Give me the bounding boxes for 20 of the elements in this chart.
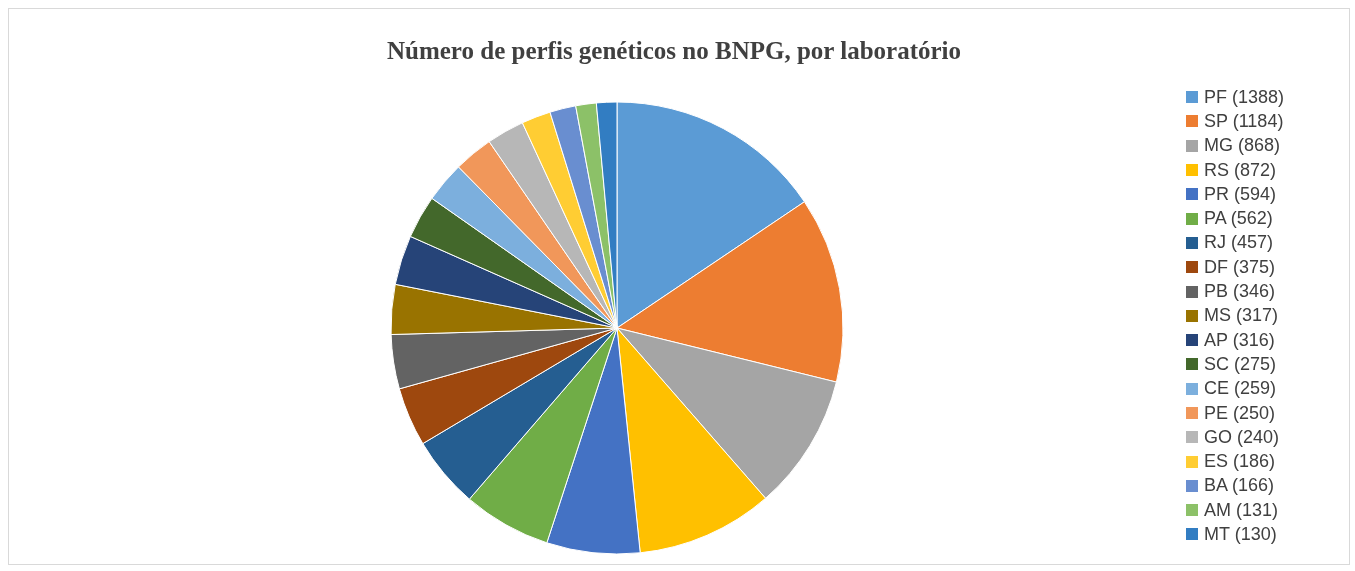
legend-label: GO (240) [1204, 426, 1280, 448]
legend-label: PE (250) [1204, 402, 1276, 424]
legend-label: PF (1388) [1204, 86, 1285, 108]
legend-label: ES (186) [1204, 451, 1276, 473]
legend-label: MT (130) [1204, 523, 1277, 545]
legend-label: RS (872) [1204, 159, 1277, 181]
legend-label: MS (317) [1204, 305, 1279, 327]
legend-label: BA (166) [1204, 475, 1275, 497]
legend-label: PA (562) [1204, 208, 1273, 230]
legend-label: MG (868) [1204, 135, 1281, 157]
legend-label: AM (131) [1204, 499, 1279, 521]
legend-label: CE (259) [1204, 378, 1277, 400]
legend-label: AP (316) [1204, 329, 1275, 351]
legend-label: DF (375) [1204, 256, 1276, 278]
chart-title: Número de perfis genéticos no BNPG, por laboratório [386, 37, 962, 65]
legend-label: SC (275) [1204, 353, 1277, 375]
legend-label: RJ (457) [1204, 232, 1274, 254]
legend-label: SP (1184) [1204, 110, 1284, 132]
legend-label: PB (346) [1204, 281, 1276, 303]
legend-label: PR (594) [1204, 183, 1277, 205]
